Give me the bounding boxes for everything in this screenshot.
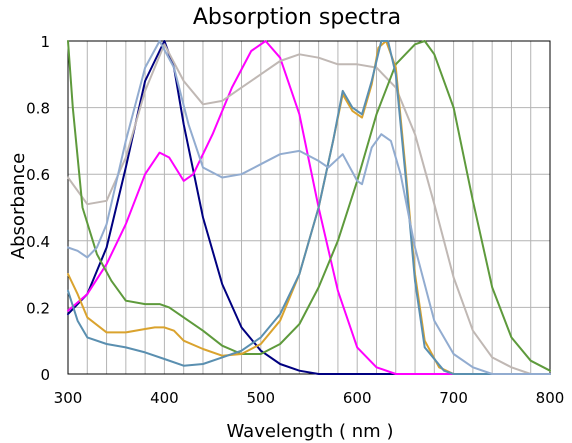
series-line-7: [67, 40, 551, 375]
y-tick-label: 1: [40, 33, 50, 51]
y-tick-label: 0.4: [26, 233, 50, 251]
y-tick-labels: 0 0.2 0.4 0.6 0.8 1: [26, 33, 50, 384]
x-tick-labels: 300 400 500 600 700 800: [54, 389, 565, 407]
x-tick-label: 700: [439, 389, 468, 407]
x-tick-label: 800: [536, 389, 565, 407]
series-line-4: [67, 40, 551, 372]
y-tick-label: 0.6: [26, 166, 50, 184]
x-tick-label: 600: [343, 389, 372, 407]
x-axis-label: Wavelength ( nm ): [227, 421, 394, 442]
y-axis-label: Absorbance: [8, 153, 29, 259]
series-line-6: [67, 40, 551, 375]
series-line-1: [67, 40, 551, 375]
y-tick-label: 0: [40, 366, 50, 384]
chart-title: Absorption spectra: [193, 5, 401, 30]
series-line-5: [67, 40, 551, 375]
grid: [68, 41, 550, 374]
series-line-2: [67, 40, 551, 375]
y-tick-label: 0.2: [26, 299, 50, 317]
x-tick-label: 400: [150, 389, 179, 407]
y-tick-label: 0.8: [26, 100, 50, 118]
series-line-3: [67, 43, 551, 375]
plot-frame: [67, 40, 551, 375]
x-tick-label: 300: [54, 389, 83, 407]
x-tick-label: 500: [246, 389, 275, 407]
series-group: [67, 40, 551, 375]
